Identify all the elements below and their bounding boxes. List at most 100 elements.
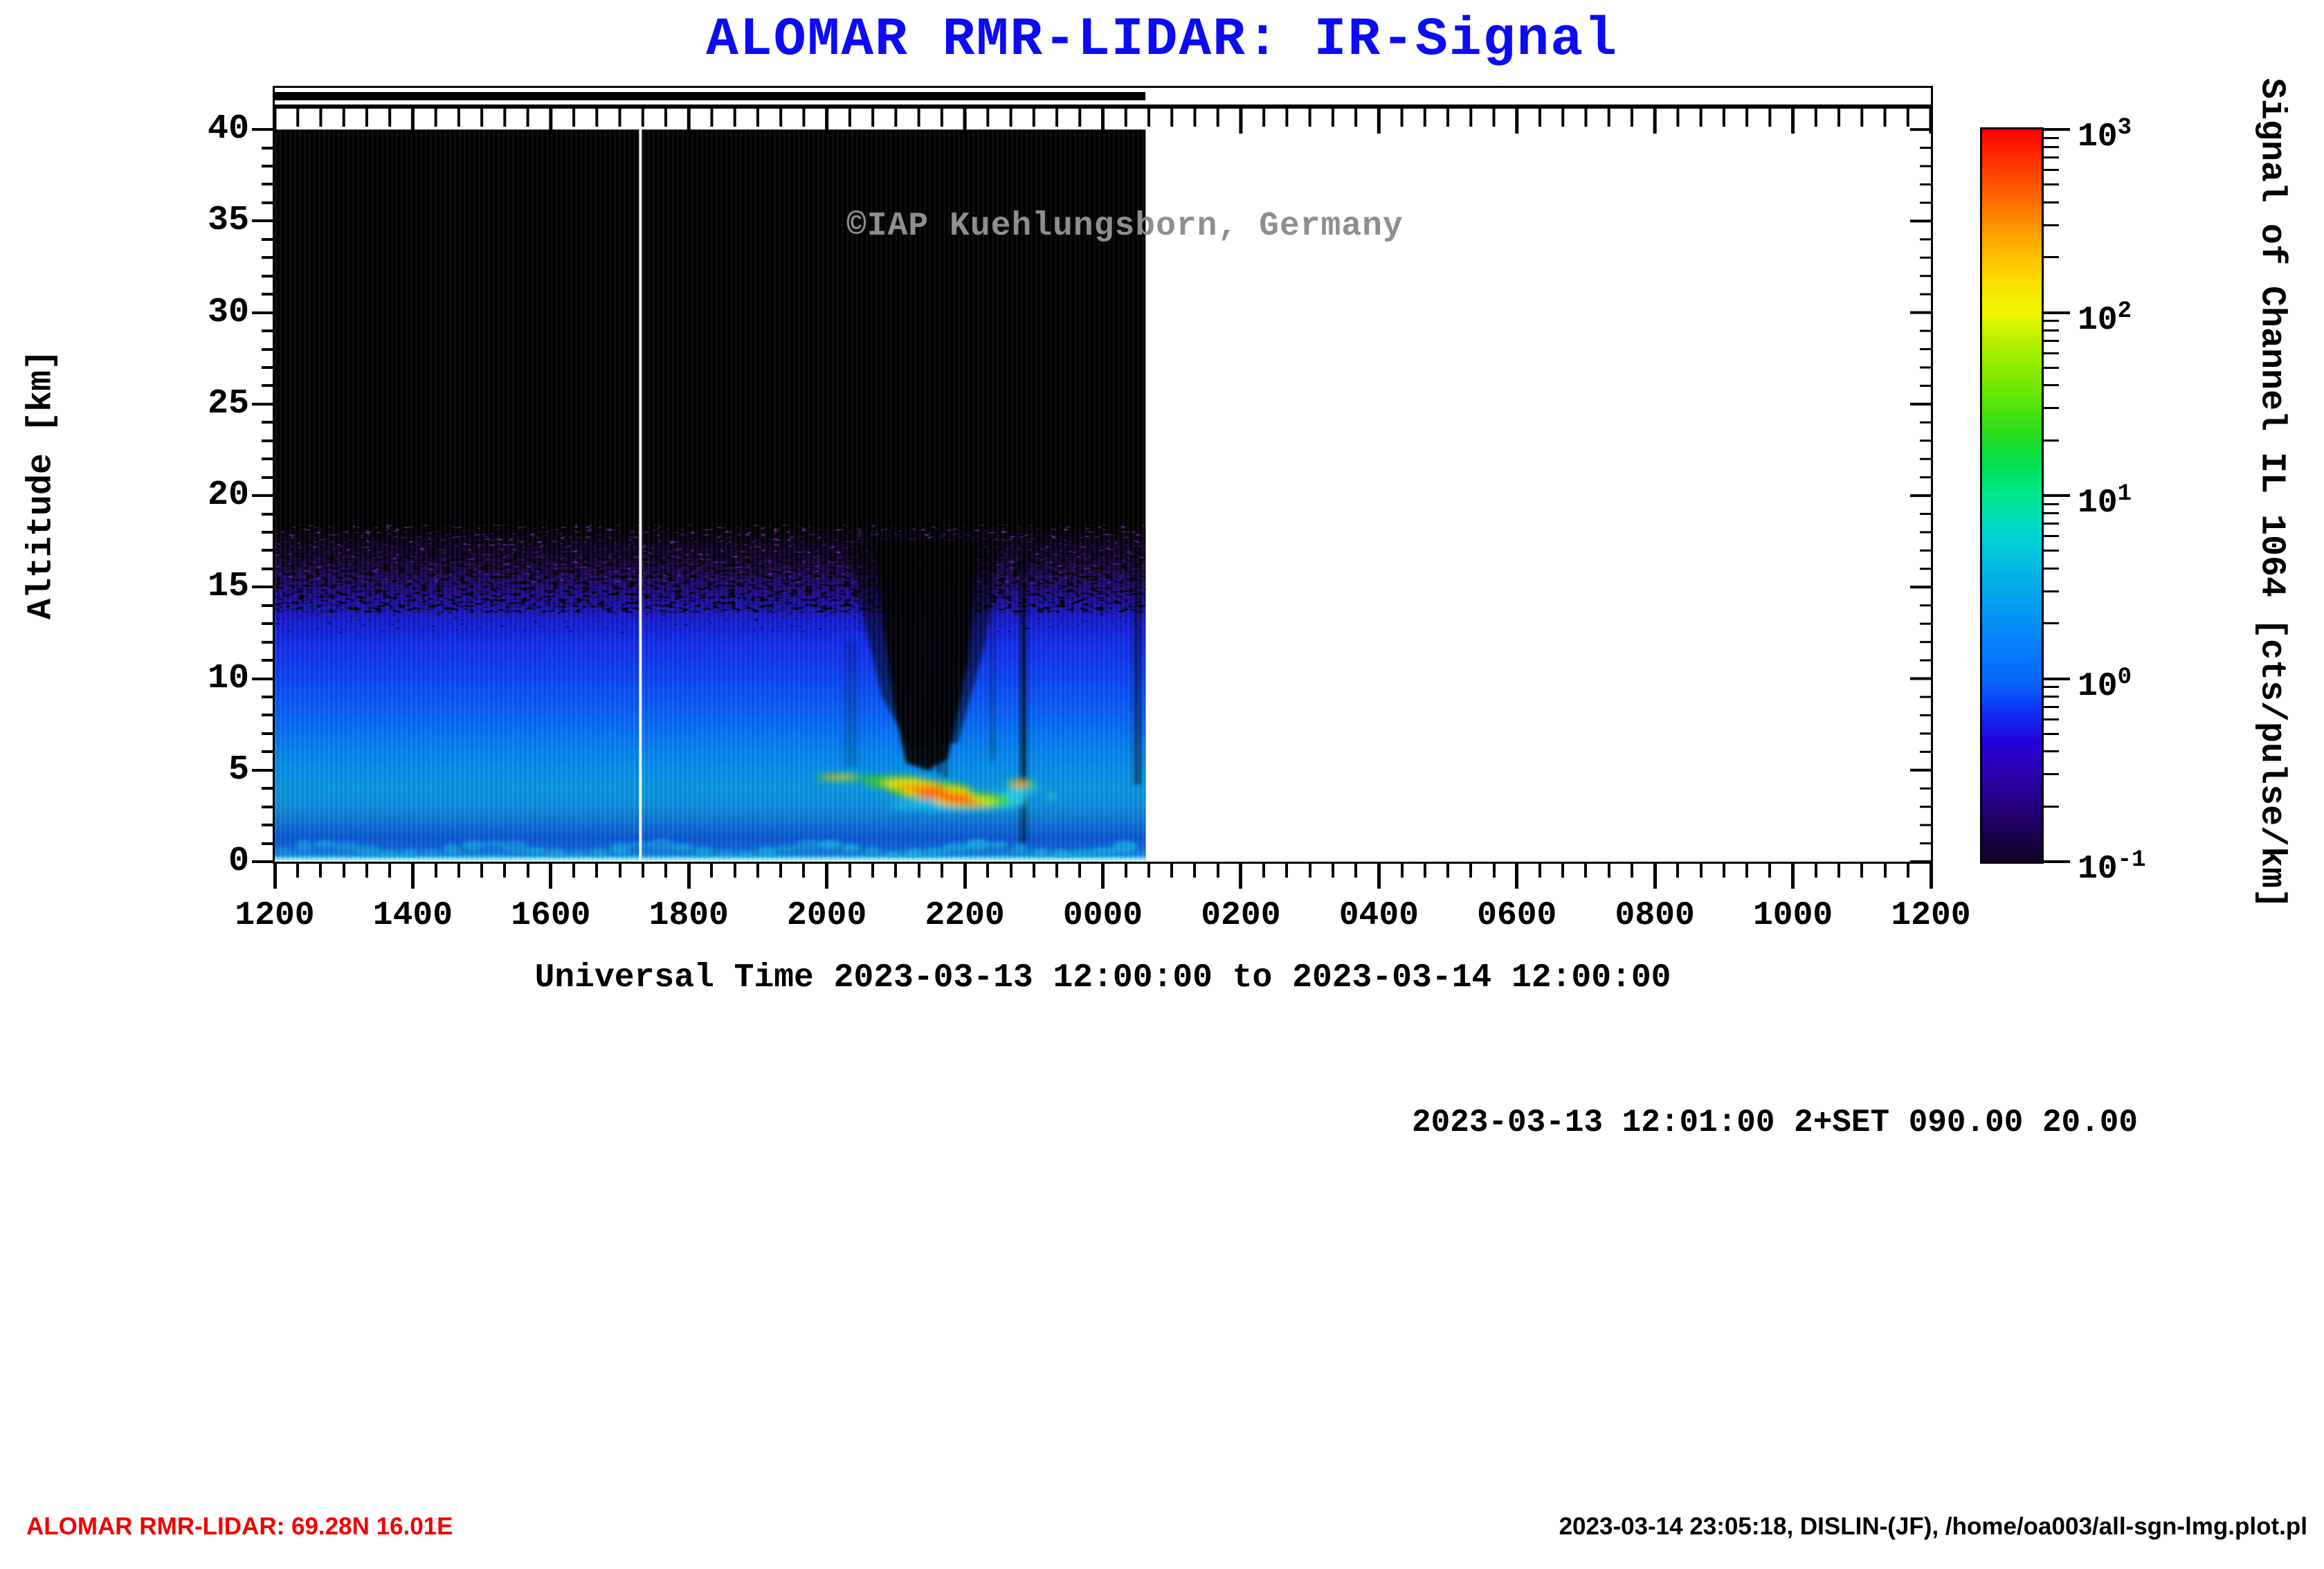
station-footer: ALOMAR RMR-LIDAR: 69.28N 16.01E [26,1513,453,1540]
y-minor-tick [262,787,273,790]
colorbar-major-tick [2044,494,2070,497]
measurement-info: 2023-03-13 12:01:00 2+SET 090.00 20.00 [1412,1105,2138,1141]
x-major-tick [549,864,553,889]
colorbar-minor-tick [2044,695,2059,698]
colorbar-minor-tick [2044,567,2059,570]
y-minor-tick [262,622,273,626]
y-tick-label: 20 [207,475,249,516]
colorbar-tick-exponent: 0 [2117,664,2132,691]
x-minor-tick [1147,864,1150,878]
x-minor-tick [917,864,920,878]
x-minor-tick [1745,864,1749,878]
x-minor-tick [664,864,667,878]
x-major-tick [1791,864,1795,889]
y-axis-title: Altitude [km] [21,349,62,620]
colorbar-minor-tick [2044,352,2059,354]
colorbar-minor-tick [2044,183,2059,186]
x-minor-tick [1722,864,1725,878]
x-minor-tick [1860,864,1864,878]
colorbar-minor-tick [2044,535,2059,538]
y-minor-tick [262,183,273,186]
colorbar-minor-tick [2044,805,2059,808]
x-minor-tick [1883,864,1887,878]
y-minor-tick [262,824,273,827]
x-tick-label: 1600 [511,897,591,934]
x-minor-tick [1906,864,1909,878]
y-minor-tick [262,604,273,607]
x-axis-title: Universal Time 2023-03-13 12:00:00 to 20… [534,959,1671,997]
y-minor-tick [262,530,273,534]
colorbar-tick-exponent: 2 [2117,298,2132,325]
x-tick-label: 2200 [925,897,1005,934]
x-minor-tick [986,864,990,878]
y-major-tick [252,311,273,314]
y-minor-tick [262,165,273,168]
colorbar-tick-mantissa: 10 [2078,118,2118,156]
page-title: ALOMAR RMR-LIDAR: IR-Signal [706,10,1618,71]
heatmap-canvas [275,109,1931,862]
colorbar-tick-mantissa: 10 [2078,667,2118,705]
y-minor-tick [262,659,273,662]
colorbar-tick-exponent: -1 [2117,847,2146,873]
x-minor-tick [940,864,943,878]
y-minor-tick [262,549,273,552]
x-minor-tick [1584,864,1588,878]
x-minor-tick [1630,864,1633,878]
heatmap-plot-area [273,107,1933,864]
x-minor-tick [733,864,736,878]
x-minor-tick [1814,864,1817,878]
x-tick-label: 0600 [1477,897,1557,934]
x-minor-tick [1492,864,1496,878]
colorbar-tick-label: 10-1 [2078,844,2145,886]
colorbar-minor-tick [2044,705,2059,708]
y-minor-tick [262,842,273,845]
y-minor-tick [262,439,273,442]
y-tick-label: 10 [207,658,249,698]
x-minor-tick [871,864,875,878]
y-tick-label: 40 [207,109,249,149]
colorbar-major-tick [2044,311,2070,314]
y-tick-label: 0 [228,842,249,881]
colorbar-tick-mantissa: 10 [2078,484,2118,522]
y-minor-tick [262,384,273,388]
colorbar-minor-tick [2044,439,2059,442]
colorbar-tick-label: 100 [2078,661,2132,703]
x-minor-tick [1308,864,1311,878]
x-tick-label: 1000 [1752,897,1833,934]
colorbar-tick-label: 102 [2078,295,2132,337]
colorbar-minor-tick [2044,750,2059,753]
x-major-tick [1929,864,1933,889]
x-minor-tick [296,864,300,878]
y-major-tick [252,219,273,223]
y-minor-tick [262,274,273,278]
x-minor-tick [710,864,714,878]
colorbar-minor-tick [2044,136,2059,139]
x-minor-tick [1561,864,1565,878]
x-tick-label: 2000 [787,897,867,934]
y-minor-tick [262,805,273,808]
x-major-tick [687,864,691,889]
x-tick-label: 1400 [372,897,453,934]
colorbar-minor-tick [2044,320,2059,323]
y-major-tick [252,494,273,498]
x-major-tick [1377,864,1381,889]
colorbar-minor-tick [2044,339,2059,342]
y-major-tick [252,586,273,589]
y-minor-tick [262,475,273,479]
colorbar-minor-tick [2044,590,2059,592]
x-minor-tick [1124,864,1127,878]
colorbar-minor-tick [2044,329,2059,332]
x-minor-tick [1676,864,1680,878]
y-major-tick [252,128,273,131]
y-minor-tick [262,201,273,204]
colorbar-minor-tick [2044,686,2059,689]
y-minor-tick [262,732,273,735]
x-minor-tick [503,864,507,878]
x-minor-tick [641,864,644,878]
y-major-tick [252,677,273,680]
x-minor-tick [526,864,529,878]
x-minor-tick [434,864,437,878]
x-tick-label: 0000 [1062,897,1143,934]
x-major-tick [1101,864,1105,889]
